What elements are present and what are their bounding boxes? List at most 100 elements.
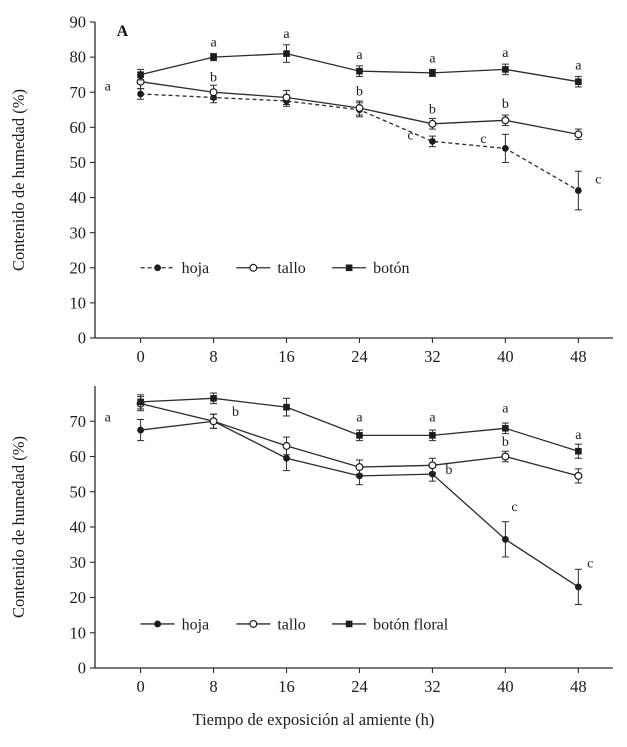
open-circle-marker <box>501 116 510 125</box>
open-circle-marker <box>282 441 291 450</box>
chart-panel-b: 0 10 20 30 40 50 60 70 0 8 16 24 32 40 48 Contenido de … <box>9 386 613 696</box>
legend-label: hoja <box>182 260 210 277</box>
filled-square-marker <box>283 403 290 411</box>
chart-panel-a: 0 10 20 30 40 50 60 70 80 90 0 8 16 24 32 40 48 Contenido… <box>9 13 613 366</box>
series-filled-square <box>137 392 582 459</box>
filled-square-marker <box>345 620 353 628</box>
filled-square-marker <box>137 71 144 78</box>
open-circle-marker <box>209 417 218 426</box>
filled-square-marker <box>210 395 217 402</box>
y-tick-label: 20 <box>70 588 87 607</box>
x-axis-title: Tiempo de exposición al amiente (h) <box>192 710 435 729</box>
y-tick-label: 60 <box>70 447 87 466</box>
filled-square-marker <box>429 69 436 77</box>
x-tick-label: 40 <box>497 677 514 696</box>
filled-circle-marker <box>154 620 161 628</box>
y-tick-label: 70 <box>70 412 87 431</box>
significance-letter: a <box>105 79 112 94</box>
significance-letter: a <box>283 27 290 42</box>
x-tick-label: 16 <box>278 347 295 366</box>
significance-letter: c <box>511 500 517 515</box>
significance-letter: c <box>587 557 593 572</box>
legend-label: tallo <box>277 260 305 277</box>
x-tick-label: 48 <box>570 677 587 696</box>
open-circle-marker <box>249 263 258 272</box>
y-tick-label: 50 <box>70 482 87 501</box>
legend: hoja tallo botón floral <box>140 616 449 633</box>
filled-circle-marker <box>501 145 509 152</box>
significance-letter: a <box>356 48 363 63</box>
open-circle-marker <box>355 463 364 472</box>
y-tick-label: 60 <box>70 118 87 137</box>
filled-circle-marker <box>574 583 582 591</box>
x-tick-label: 24 <box>351 347 368 366</box>
filled-square-marker <box>502 425 509 432</box>
significance-letter: a <box>429 410 436 425</box>
significance-letter: a <box>575 428 582 443</box>
y-tick-label: 50 <box>70 153 87 172</box>
significance-letter: b <box>356 85 363 100</box>
open-circle-marker <box>282 93 291 102</box>
significance-letter: c <box>595 173 601 188</box>
significance-letter: b <box>210 71 217 86</box>
filled-circle-marker <box>137 426 144 434</box>
filled-square-marker <box>210 53 217 61</box>
series-filled-square <box>137 44 582 88</box>
series-open-circle <box>136 396 583 484</box>
y-tick-label: 10 <box>70 293 87 312</box>
open-circle-marker <box>249 619 258 628</box>
filled-square-marker <box>137 398 144 406</box>
open-circle-marker <box>209 88 218 97</box>
x-tick-label: 32 <box>424 347 441 366</box>
open-circle-marker <box>355 104 364 113</box>
x-tick-label: 0 <box>136 347 144 366</box>
y-tick-label: 20 <box>70 258 87 277</box>
x-tick-label: 16 <box>278 677 295 696</box>
filled-square-marker <box>429 432 436 439</box>
filled-square-marker <box>575 447 582 455</box>
x-tick-label: 8 <box>209 677 217 696</box>
significance-letter: c <box>407 129 413 144</box>
open-circle-marker <box>428 119 437 128</box>
x-tick-label: 32 <box>424 677 441 696</box>
y-tick-label: 90 <box>70 13 87 32</box>
open-circle-marker <box>574 471 583 480</box>
y-tick-label: 40 <box>70 518 87 537</box>
significance-letter: a <box>210 36 217 51</box>
y-tick-label: 70 <box>70 83 87 102</box>
significance-letter: a <box>356 410 363 425</box>
y-tick-label: 30 <box>70 223 87 242</box>
filled-circle-marker <box>501 535 509 543</box>
filled-square-marker <box>356 67 363 75</box>
legend-label: botón <box>373 260 409 277</box>
series-open-circle <box>136 74 583 141</box>
y-axis-title: Contenido de humedad (%) <box>9 436 28 618</box>
legend-label: botón floral <box>373 616 449 633</box>
filled-square-marker <box>575 78 582 85</box>
y-tick-label: 0 <box>78 329 86 348</box>
open-circle-marker <box>501 452 510 461</box>
y-tick-label: 10 <box>70 623 87 642</box>
significance-letter: a <box>502 401 509 416</box>
x-tick-label: 24 <box>351 677 368 696</box>
legend-label: hoja <box>182 616 210 633</box>
y-tick-label: 40 <box>70 188 87 207</box>
x-tick-label: 40 <box>497 347 514 366</box>
y-axis-title: Contenido de humedad (%) <box>9 89 28 271</box>
significance-letter: a <box>575 58 582 73</box>
x-tick-label: 8 <box>209 347 217 366</box>
filled-circle-marker <box>429 137 436 145</box>
significance-letter: a <box>105 410 112 425</box>
significance-letter: b <box>445 463 452 478</box>
significance-letter: c <box>480 132 486 147</box>
legend: hoja tallo botón <box>140 260 410 277</box>
filled-square-marker <box>356 432 363 439</box>
panel-label: A <box>117 23 129 40</box>
filled-square-marker <box>502 66 509 73</box>
open-circle-marker <box>428 461 437 470</box>
x-tick-label: 0 <box>136 677 144 696</box>
significance-letter: a <box>429 51 436 66</box>
filled-circle-marker <box>283 454 290 462</box>
significance-letter: a <box>502 46 509 61</box>
filled-square-marker <box>345 264 353 272</box>
